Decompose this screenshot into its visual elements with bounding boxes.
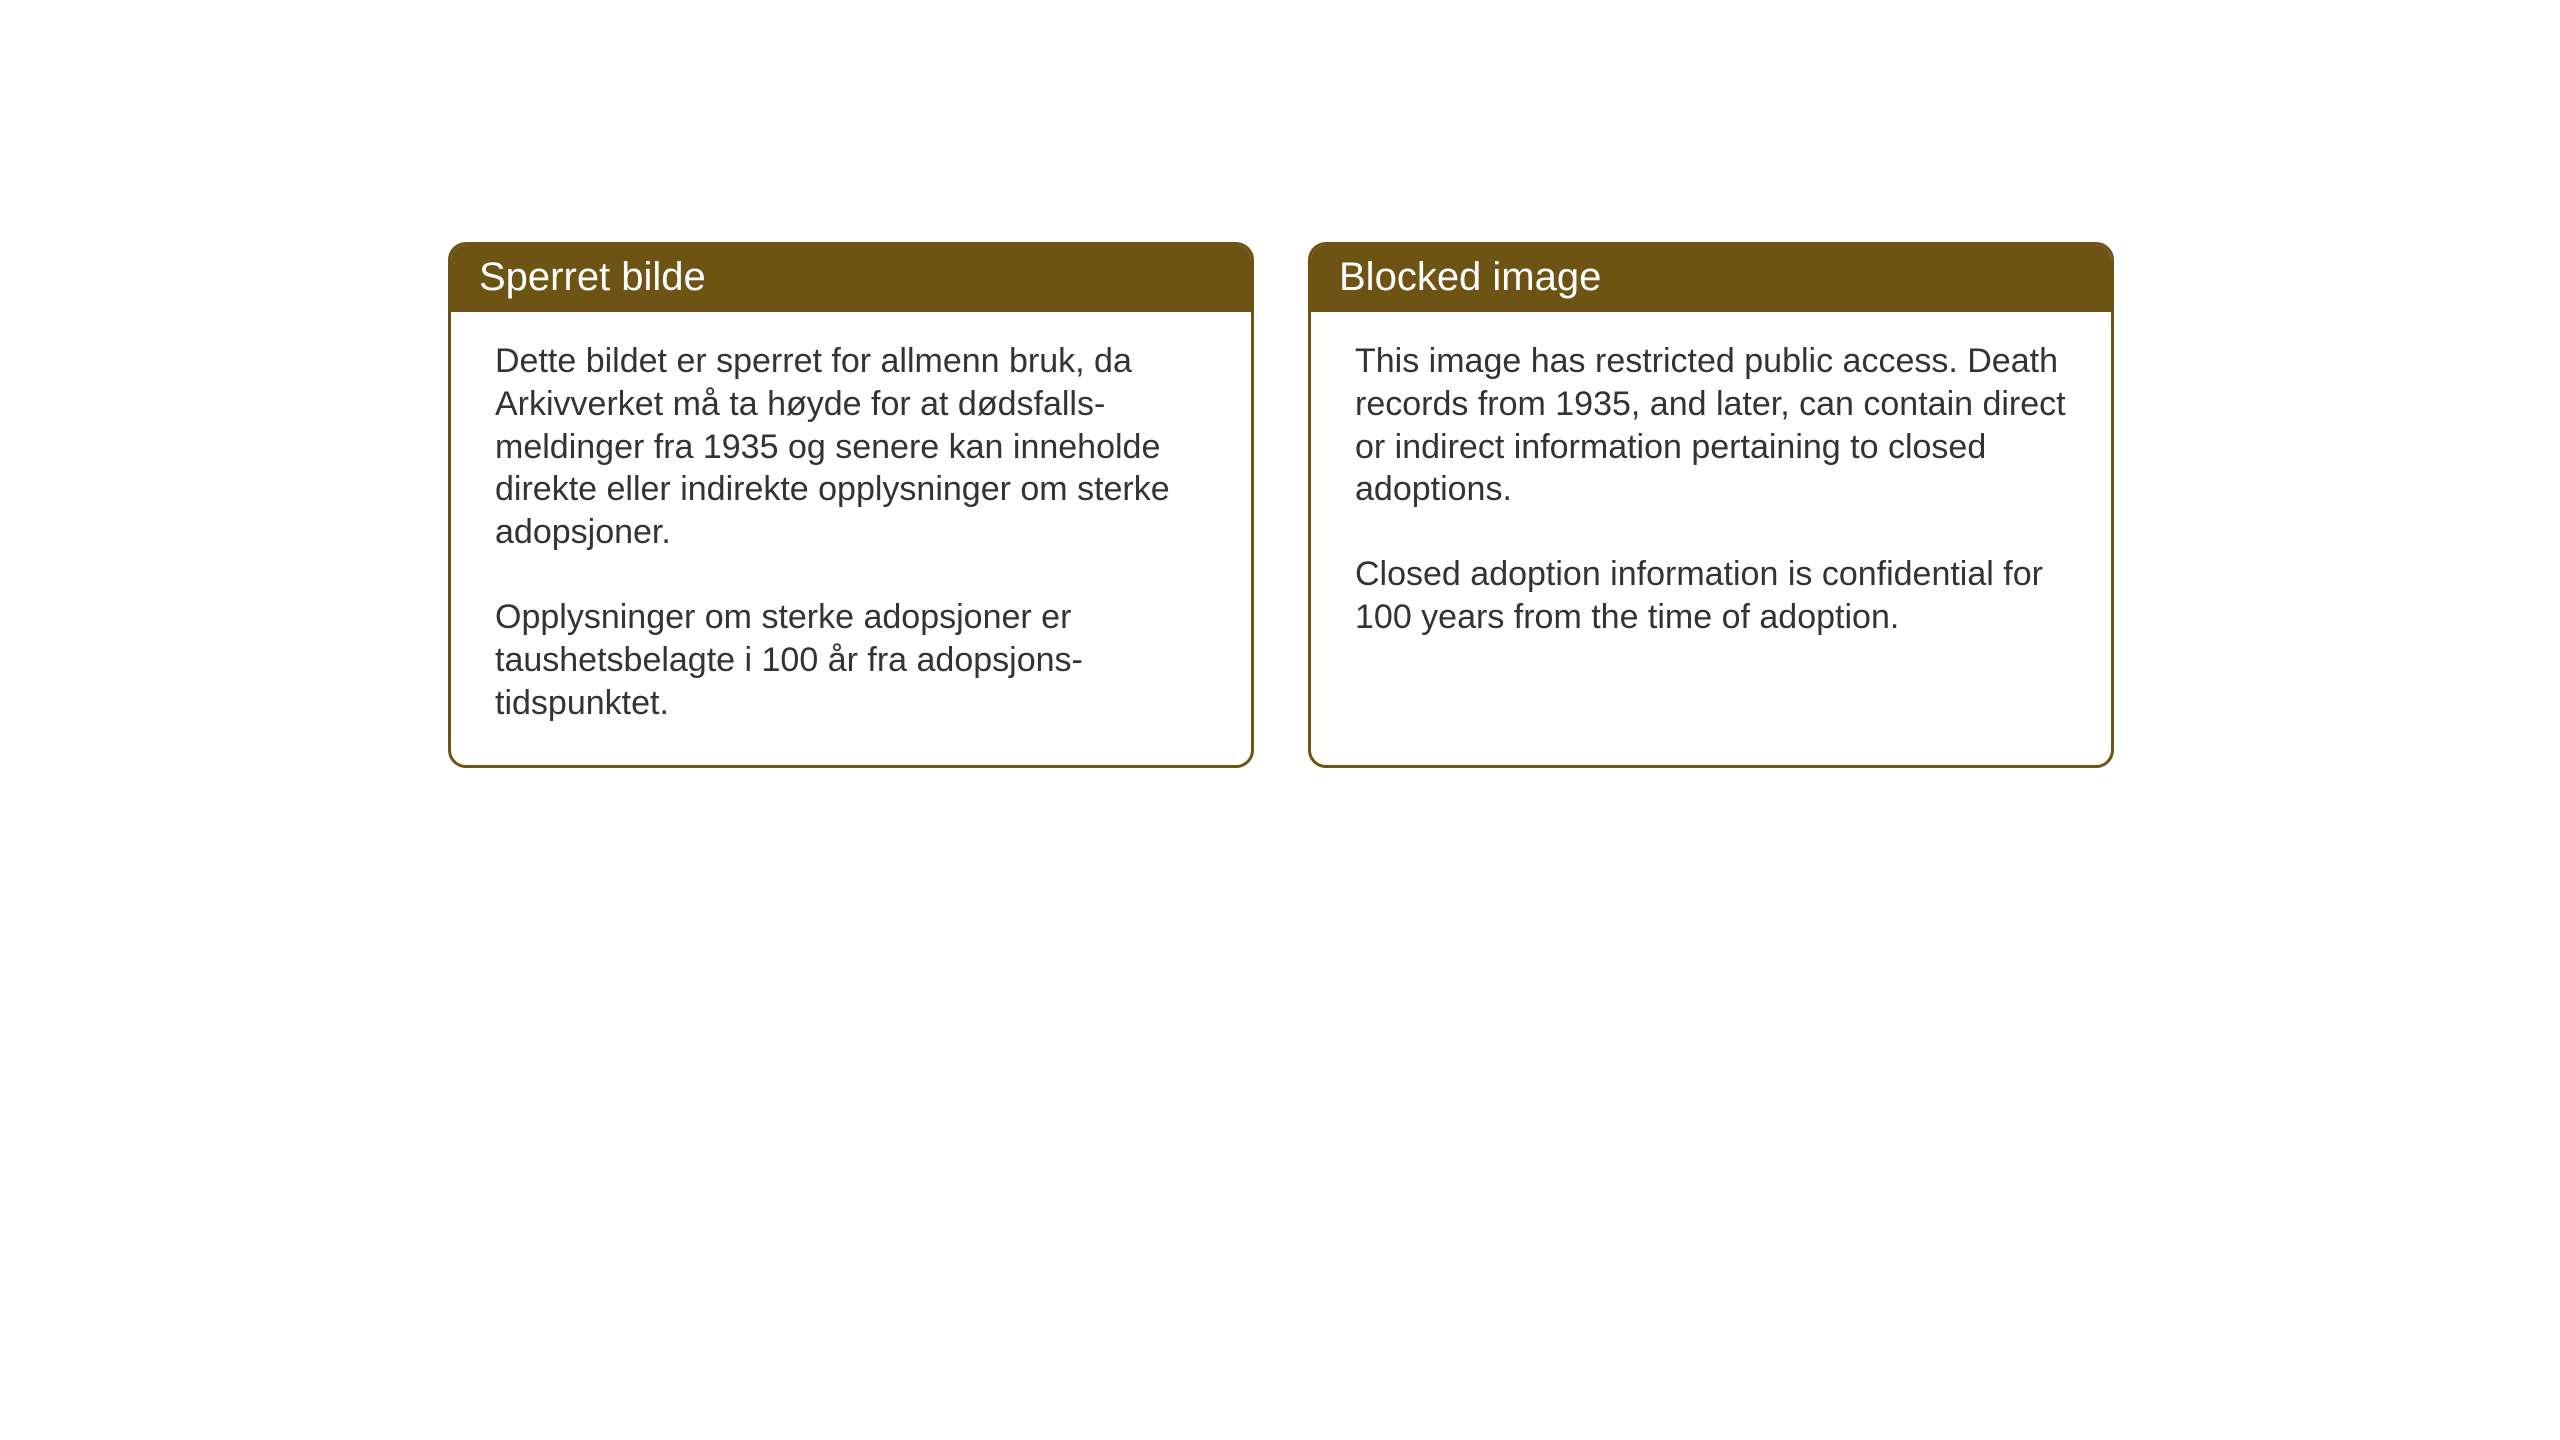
card-title: Blocked image <box>1311 245 2111 312</box>
notice-card-norwegian: Sperret bilde Dette bildet er sperret fo… <box>448 242 1254 768</box>
notice-card-english: Blocked image This image has restricted … <box>1308 242 2114 768</box>
card-container: Sperret bilde Dette bildet er sperret fo… <box>448 242 2114 768</box>
card-body: Dette bildet er sperret for allmenn bruk… <box>451 312 1251 765</box>
card-body: This image has restricted public access.… <box>1311 312 2111 679</box>
card-paragraph: Dette bildet er sperret for allmenn bruk… <box>495 340 1207 554</box>
card-title: Sperret bilde <box>451 245 1251 312</box>
card-paragraph: Opplysninger om sterke adopsjoner er tau… <box>495 596 1207 724</box>
card-paragraph: This image has restricted public access.… <box>1355 340 2067 511</box>
card-paragraph: Closed adoption information is confident… <box>1355 553 2067 639</box>
